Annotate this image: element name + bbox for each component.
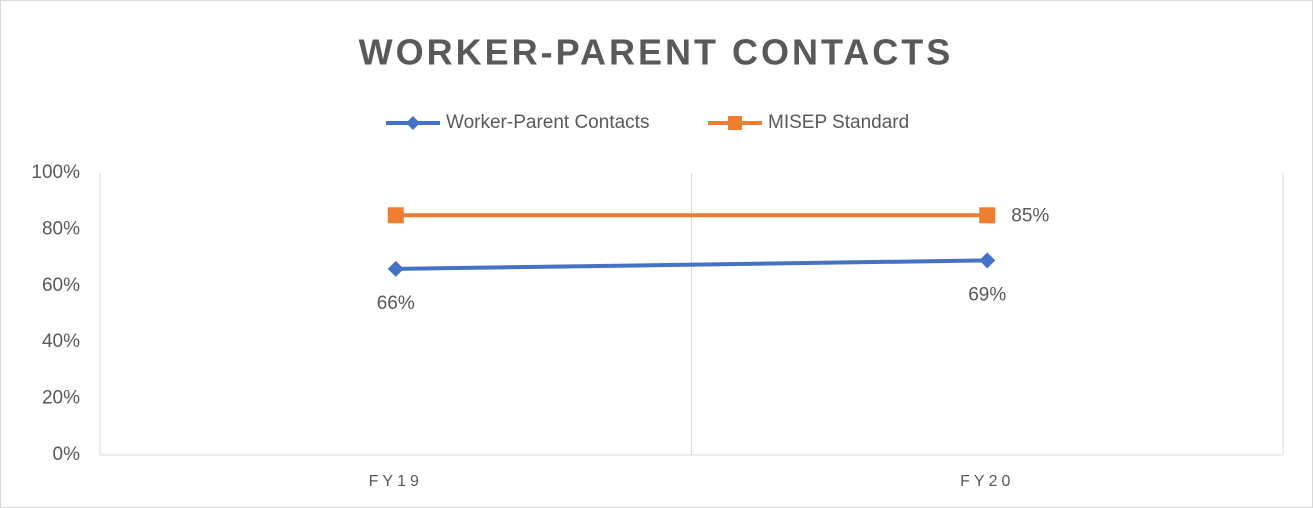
x-tick-label: FY20 <box>960 473 1014 490</box>
data-point <box>387 260 404 277</box>
data-point <box>979 207 996 224</box>
y-tick-label: 20% <box>42 388 80 409</box>
legend-marker <box>406 116 420 130</box>
y-tick-label: 40% <box>42 331 80 352</box>
y-tick-label: 100% <box>31 162 80 183</box>
legend-label: Worker-Parent Contacts <box>446 112 649 133</box>
chart-title: WORKER-PARENT CONTACTS <box>359 32 954 73</box>
y-tick-label: 60% <box>42 275 80 296</box>
series-line <box>395 258 988 271</box>
legend-marker <box>728 116 742 130</box>
y-tick-label: 80% <box>42 218 80 239</box>
data-point <box>387 207 404 224</box>
y-tick-label: 0% <box>53 444 81 465</box>
data-label: 85% <box>1011 205 1049 226</box>
data-label: 66% <box>377 293 415 314</box>
x-tick-label: FY19 <box>369 473 423 490</box>
data-label: 69% <box>968 284 1006 305</box>
legend-label: MISEP Standard <box>768 112 909 133</box>
data-point <box>979 252 996 269</box>
